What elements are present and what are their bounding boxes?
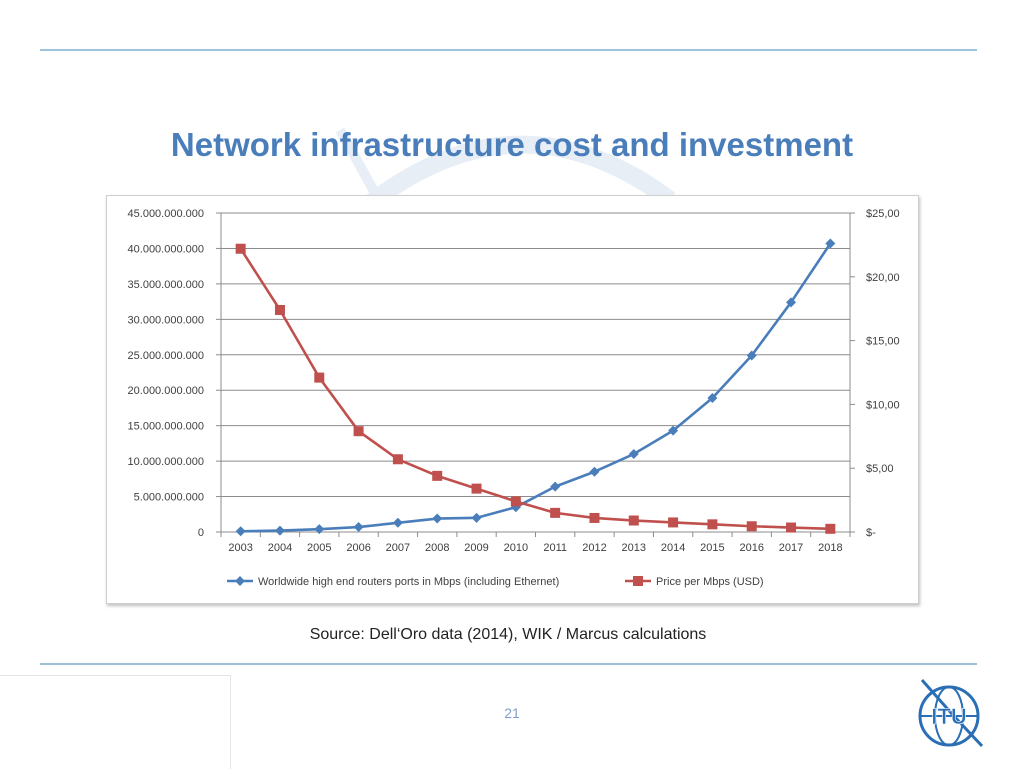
x-tick-label: 2013	[622, 542, 646, 554]
data-point-router-ports	[786, 297, 797, 308]
data-point-router-ports	[550, 481, 561, 492]
chart-frame: 0 5.000.000.000 10.000.000.000 15.000.000.0…	[106, 195, 919, 604]
data-point-price	[668, 517, 679, 528]
data-point-price	[274, 304, 285, 315]
series-line-router-ports	[240, 242, 832, 533]
y-left-tick-label: 30.000.000.000	[128, 314, 204, 326]
y-left-tick-label: 45.000.000.000	[128, 208, 204, 220]
x-tick-label: 2007	[386, 542, 410, 554]
y-right-tick-label: $10,00	[866, 399, 900, 411]
data-point-price	[746, 521, 757, 532]
footer-panel	[0, 675, 231, 769]
itu-logo-icon: ITU	[918, 679, 984, 748]
slide-title: Network infrastructure cost and investme…	[170, 126, 854, 163]
data-point-price	[471, 483, 482, 494]
data-point-price	[786, 522, 797, 533]
y-left-tick-label: 0	[198, 527, 204, 539]
data-point-price	[589, 512, 600, 523]
data-point-router-ports	[825, 238, 836, 249]
x-tick-label: 2017	[779, 542, 803, 554]
data-point-price	[825, 523, 836, 534]
data-point-router-ports	[471, 512, 482, 523]
y-left-tick-label: 25.000.000.000	[128, 350, 204, 362]
legend-marker	[633, 576, 643, 586]
page-number: 21	[504, 705, 520, 721]
legend-marker	[235, 576, 245, 586]
data-point-price	[510, 496, 521, 507]
data-point-router-ports	[392, 517, 403, 528]
data-point-router-ports	[235, 526, 246, 537]
x-tick-label: 2012	[582, 542, 606, 554]
x-tick-label: 2014	[661, 542, 685, 554]
x-tick-label: 2005	[307, 542, 331, 554]
x-tick-label: 2011	[543, 542, 567, 554]
bottom-divider	[40, 663, 977, 665]
logo-text: ITU	[931, 704, 966, 729]
data-point-price	[235, 243, 246, 254]
data-point-price	[628, 515, 639, 526]
y-left-tick-label: 20.000.000.000	[128, 385, 204, 397]
y-left-tick-label: 10.000.000.000	[128, 456, 204, 468]
series-line-price	[239, 248, 831, 531]
data-point-router-ports	[668, 425, 679, 436]
x-tick-label: 2008	[425, 542, 449, 554]
y-left-tick-label: 5.000.000.000	[134, 492, 204, 504]
y-right-tick-label: $15,00	[866, 336, 900, 348]
data-point-price	[550, 507, 561, 518]
chart: 0 5.000.000.000 10.000.000.000 15.000.000.0…	[128, 208, 900, 588]
legend-label: Worldwide high end routers ports in Mbps…	[258, 576, 559, 588]
data-point-price	[314, 372, 325, 383]
x-tick-label: 2010	[504, 542, 528, 554]
y-left-tick-label: 40.000.000.000	[128, 243, 204, 255]
x-tick-label: 2015	[700, 542, 724, 554]
top-divider	[40, 49, 977, 51]
y-right-tick-label: $-	[866, 527, 876, 539]
data-point-router-ports	[589, 466, 600, 477]
data-point-router-ports	[274, 525, 285, 536]
y-left-tick-label: 15.000.000.000	[128, 421, 204, 433]
data-point-router-ports	[353, 522, 364, 533]
data-point-router-ports	[432, 513, 443, 524]
y-right-tick-label: $5,00	[866, 463, 894, 475]
x-tick-label: 2009	[464, 542, 488, 554]
x-tick-label: 2016	[739, 542, 763, 554]
data-point-router-ports	[707, 393, 718, 404]
data-point-price	[432, 470, 443, 481]
data-point-price	[392, 454, 403, 465]
x-tick-label: 2006	[346, 542, 370, 554]
data-point-price	[707, 519, 718, 530]
x-tick-label: 2003	[228, 542, 252, 554]
data-point-price	[353, 426, 364, 437]
x-tick-label: 2018	[818, 542, 842, 554]
y-right-tick-label: $25,00	[866, 208, 900, 220]
x-tick-label: 2004	[268, 542, 292, 554]
source-caption: Source: Dell‘Oro data (2014), WIK / Marc…	[309, 626, 707, 643]
y-left-tick-label: 35.000.000.000	[128, 279, 204, 291]
data-point-router-ports	[628, 449, 639, 460]
data-point-router-ports	[314, 524, 325, 535]
y-right-tick-label: $20,00	[866, 272, 900, 284]
legend-label: Price per Mbps (USD)	[656, 576, 764, 588]
data-point-router-ports	[746, 350, 757, 361]
